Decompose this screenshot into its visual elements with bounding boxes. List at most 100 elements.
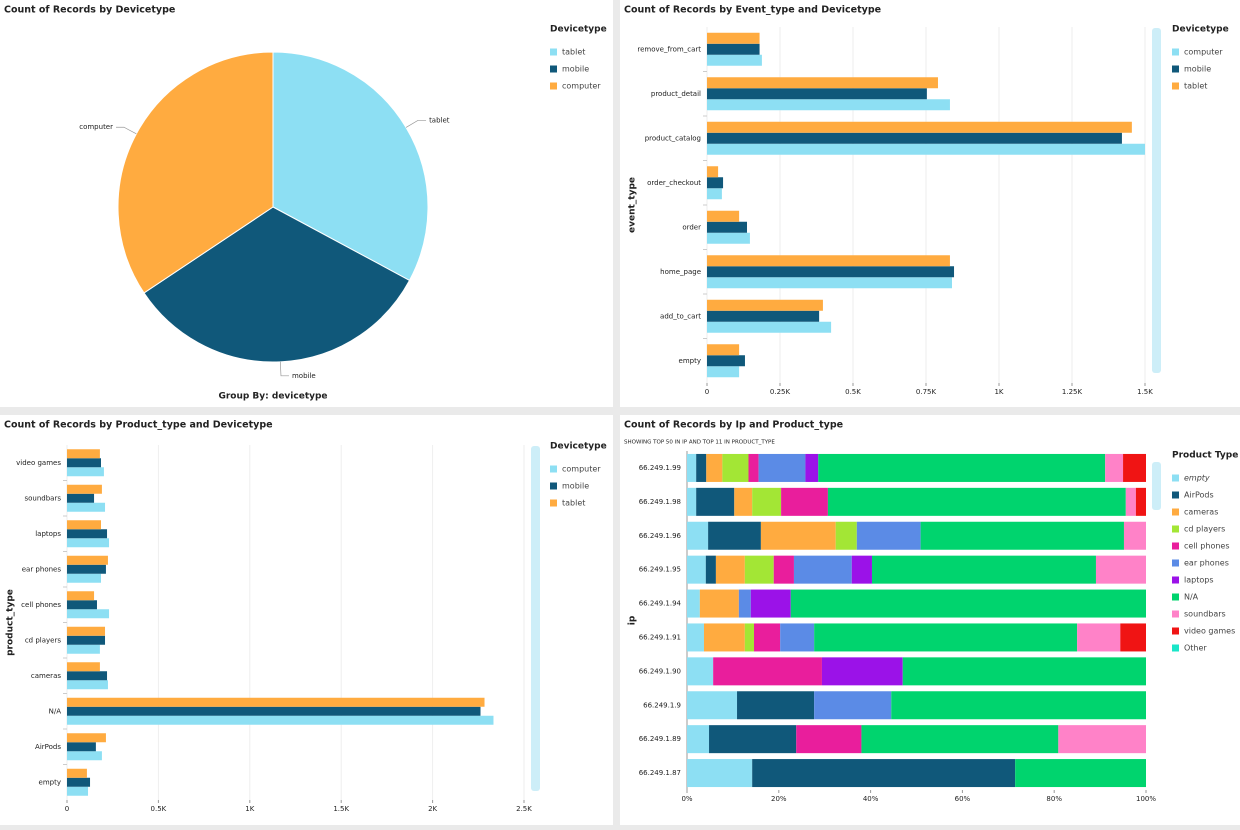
y-tick-label: 66.249.1.96 (639, 532, 682, 540)
bar-segment (687, 725, 710, 754)
y-tick-label: 66.249.1.87 (639, 769, 681, 777)
legend-swatch (550, 465, 557, 473)
bar (707, 299, 823, 311)
bar-segment (1123, 521, 1146, 550)
y-tick-label: empty (39, 778, 61, 786)
y-tick-label: 66.249.1.9 (643, 701, 681, 709)
group-by-label: Group By: devicetype (218, 392, 327, 402)
bar (67, 626, 106, 636)
panel (620, 415, 1240, 825)
y-tick-label: product_catalog (645, 134, 701, 142)
chart-title: Count of Records by Event_type and Devic… (624, 5, 881, 16)
panel (620, 0, 1240, 407)
bar (707, 321, 832, 333)
bar (707, 177, 724, 189)
bar-segment (744, 555, 774, 584)
bar-segment (814, 691, 892, 720)
legend-label: Other (1184, 644, 1207, 653)
slice-label: computer (79, 123, 113, 131)
legend-label: N/A (1184, 593, 1199, 602)
bar-segment (1123, 453, 1146, 482)
bar-segment (793, 555, 852, 584)
bar-segment (790, 589, 1146, 618)
pie-slice (143, 206, 411, 363)
y-tick-label: soundbars (24, 494, 61, 502)
y-tick-label: remove_from_cart (637, 45, 701, 53)
legend-label: cameras (1184, 508, 1218, 517)
bar (707, 266, 955, 278)
bar-segment (687, 453, 697, 482)
bar (707, 210, 740, 222)
bar (707, 32, 760, 44)
bar-segment (696, 453, 707, 482)
legend-swatch (550, 482, 557, 490)
bar-segment (705, 555, 716, 584)
bar-segment (709, 725, 797, 754)
bar (707, 121, 1132, 133)
bar-segment (737, 691, 815, 720)
bar-segment (738, 589, 751, 618)
y-tick-label: N/A (49, 707, 62, 715)
bar-segment (687, 521, 709, 550)
legend-swatch (1172, 593, 1179, 601)
legend-label: empty (1184, 474, 1210, 483)
x-tick-label: 0 (65, 805, 69, 813)
slice-label: tablet (429, 116, 450, 124)
bar (707, 232, 750, 244)
bar-segment (706, 453, 723, 482)
leader-line (116, 126, 137, 135)
y-tick-label: home_page (660, 268, 701, 276)
legend-label: video games (1184, 627, 1235, 636)
legend-label: mobile (562, 65, 589, 74)
legend-label: laptops (1184, 576, 1213, 585)
bar-segment (814, 623, 1078, 652)
bar-segment (1095, 555, 1146, 584)
bar (67, 600, 97, 610)
legend-swatch (1172, 559, 1179, 567)
legend-label: computer (562, 465, 601, 474)
y-axis-title: ip (628, 615, 638, 625)
bar-segment (760, 521, 836, 550)
bar (67, 591, 95, 601)
legend-title: Product Type (1172, 451, 1238, 461)
bar (67, 467, 104, 477)
legend-swatch (1172, 474, 1179, 482)
bar (67, 768, 87, 778)
bar-segment (699, 589, 739, 618)
legend-scrollbar[interactable] (1152, 462, 1161, 510)
legend-label: computer (562, 82, 601, 91)
x-tick-label: 0.5K (151, 805, 167, 813)
legend-label: cell phones (1184, 542, 1230, 551)
legend-swatch (550, 48, 557, 56)
bar (707, 255, 950, 267)
x-tick-label: 40% (863, 795, 879, 803)
y-tick-label: 66.249.1.90 (639, 667, 681, 675)
bar-segment (835, 521, 857, 550)
legend-title: Devicetype (550, 25, 607, 35)
bar-segment (821, 657, 903, 686)
bar-segment (805, 453, 819, 482)
bar-segment (871, 555, 1096, 584)
bar (67, 777, 91, 787)
bar (67, 697, 485, 707)
legend-scrollbar[interactable] (1152, 28, 1161, 373)
bar-segment (856, 521, 921, 550)
bar (707, 310, 820, 322)
x-tick-label: 0.25K (770, 388, 791, 396)
bar (67, 458, 102, 468)
bar (67, 644, 100, 654)
x-tick-label: 80% (1046, 795, 1062, 803)
bar (67, 449, 100, 459)
bar-segment (827, 487, 1126, 516)
bar (67, 671, 108, 681)
bar (707, 221, 748, 233)
bar-segment (1125, 487, 1136, 516)
bar (707, 88, 927, 100)
x-tick-label: 1.25K (1062, 388, 1083, 396)
bar (67, 751, 102, 761)
legend-scrollbar[interactable] (531, 446, 540, 791)
bar (67, 493, 95, 503)
bar-segment (687, 691, 738, 720)
bar (707, 277, 952, 289)
legend-swatch (1172, 491, 1179, 499)
